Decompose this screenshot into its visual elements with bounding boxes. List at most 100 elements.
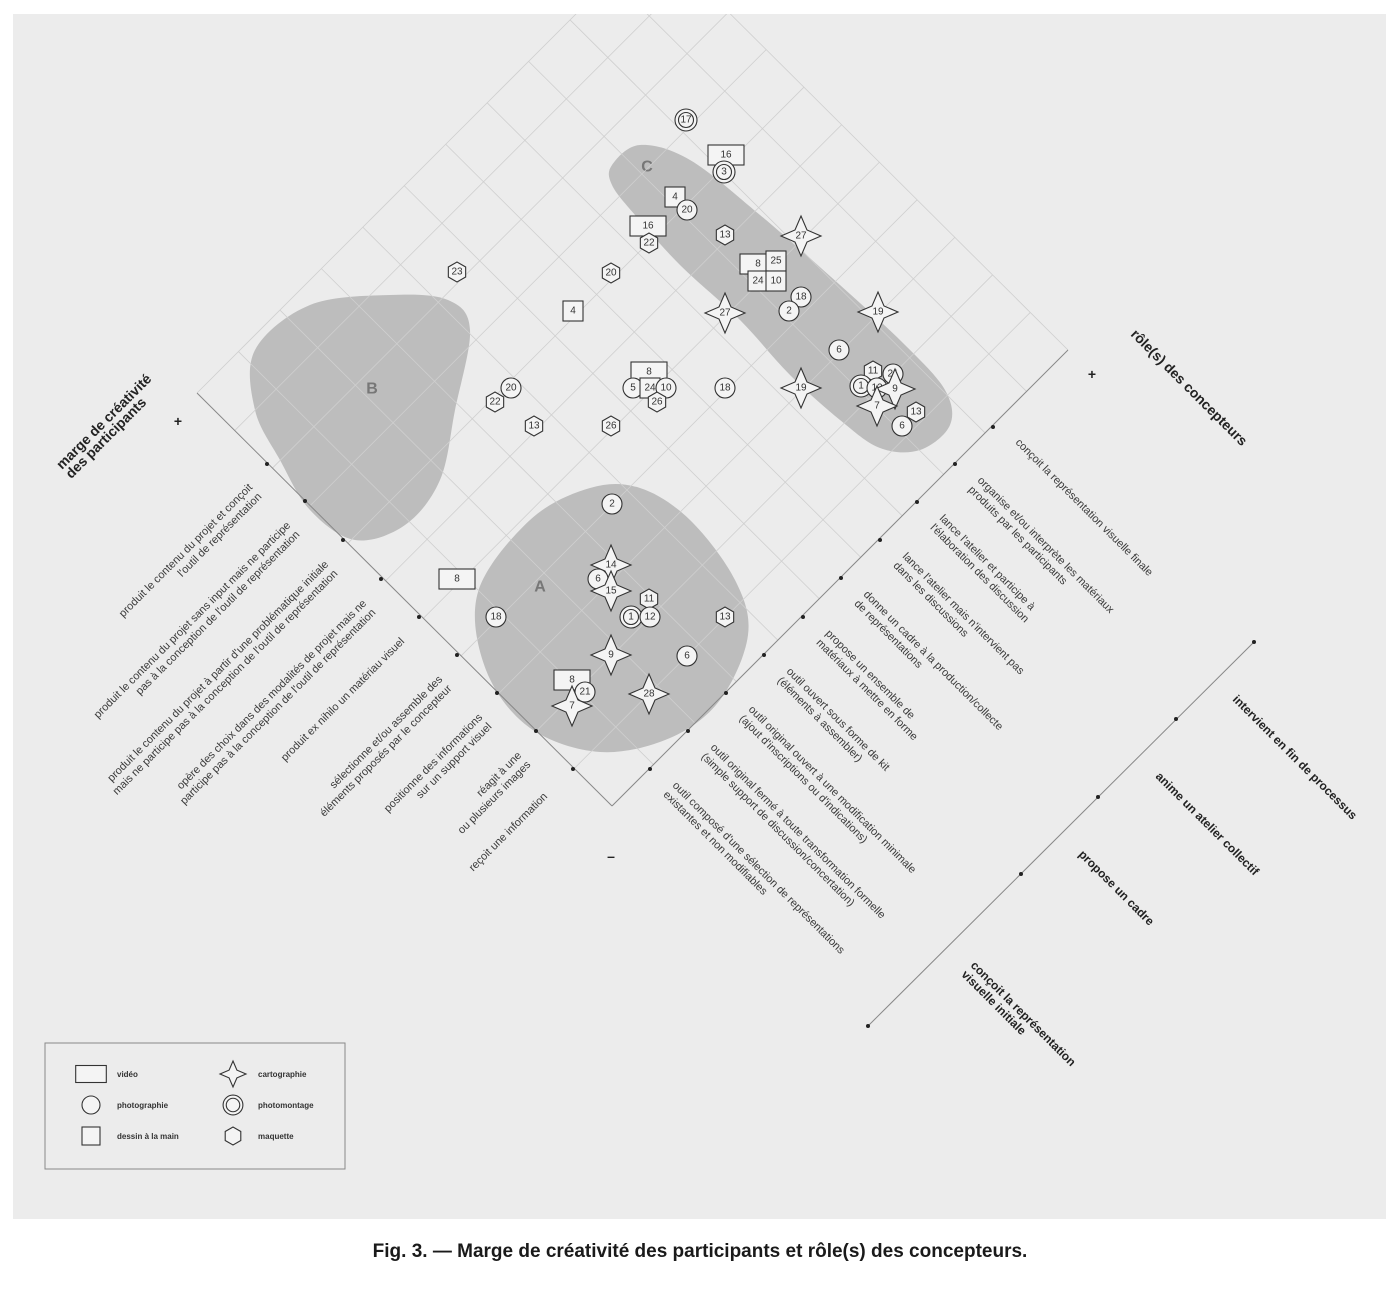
zone-a-label: A xyxy=(534,579,546,596)
map-star-icon xyxy=(856,290,900,334)
marker-cartographie: 7 xyxy=(855,384,899,428)
marker-photographie: 20 xyxy=(500,377,522,399)
marker-maquette: 26 xyxy=(601,415,621,437)
grid-line xyxy=(272,14,728,469)
marker-number: 27 xyxy=(719,308,731,319)
axis-participants xyxy=(196,392,613,807)
marker-number: 13 xyxy=(910,407,922,418)
model-hexagon-icon xyxy=(647,391,667,413)
marker-number: 3 xyxy=(721,167,727,178)
photomontage-inner-ring xyxy=(622,608,640,626)
marker-cartographie: 15 xyxy=(589,569,633,613)
grid-line xyxy=(234,14,652,431)
marker-video: 8 xyxy=(438,568,476,590)
legend-label: maquette xyxy=(258,1132,294,1141)
model-hexagon-icon xyxy=(601,415,621,437)
marker-cartographie: 28 xyxy=(627,672,671,716)
photomontage-inner-ring xyxy=(715,163,733,181)
map-star-icon xyxy=(855,384,899,428)
participant-level-label: produit le contenu du projet et conçoitl… xyxy=(117,482,264,629)
grid-line xyxy=(729,14,1069,351)
legend-photographie-symbol xyxy=(81,1095,101,1115)
axis-title-participants: marge de créativitédes participants xyxy=(53,370,164,481)
model-hexagon-icon xyxy=(447,261,467,283)
grid-line xyxy=(445,143,862,558)
axis-tick xyxy=(455,653,459,657)
marker-number: 16 xyxy=(720,150,732,161)
legend-label: dessin à la main xyxy=(117,1132,179,1141)
axis-tick xyxy=(571,767,575,771)
marker-number: 12 xyxy=(644,612,656,623)
process-stage-label: intervient en fin de processus xyxy=(1230,692,1360,822)
marker-number: 6 xyxy=(595,574,601,585)
model-hexagon-icon xyxy=(715,224,735,246)
grid-line xyxy=(196,14,577,394)
marker-cartographie: 27 xyxy=(779,214,823,258)
legend-cartographie-symbol xyxy=(218,1059,248,1089)
process-stage-label: propose un cadre xyxy=(1076,847,1157,928)
marker-number: 6 xyxy=(684,651,690,662)
marker-photographie: 5 xyxy=(622,377,644,399)
marker-number: 7 xyxy=(874,401,880,412)
video-icon xyxy=(438,568,476,590)
marker-cartographie: 7 xyxy=(550,684,594,728)
photo-icon xyxy=(500,377,522,399)
marker-photographie: 2 xyxy=(778,300,800,322)
marker-cartographie: 19 xyxy=(856,290,900,334)
marker-maquette: 22 xyxy=(485,391,505,413)
axis-tick xyxy=(417,615,421,619)
grid-line xyxy=(460,199,918,657)
marker-video: 8 xyxy=(630,361,668,383)
legend-box xyxy=(44,1042,346,1170)
marker-number: 5 xyxy=(630,383,636,394)
process-stage-label-line: intervient en fin de processus xyxy=(1230,692,1360,822)
axis-tick xyxy=(648,767,652,771)
model-hexagon-icon xyxy=(485,391,505,413)
marker-cartographie: 19 xyxy=(779,366,823,410)
marker-number: 26 xyxy=(605,421,617,432)
marker-number: 8 xyxy=(755,259,761,270)
marker-photographie: 18 xyxy=(485,606,507,628)
map-star-icon xyxy=(703,291,747,335)
marker-number: 26 xyxy=(651,397,663,408)
photomontage-inner-ring xyxy=(677,111,695,129)
photo-icon xyxy=(639,606,661,628)
marker-number: 11 xyxy=(644,594,655,605)
marker-dessin: 4 xyxy=(562,300,584,322)
creativity-diagram: ABC produit le contenu du projet et conç… xyxy=(44,14,1360,1170)
hand-drawing-icon xyxy=(562,300,584,322)
participant-level-label: sélectionne et/ou assemble deséléments p… xyxy=(309,673,455,819)
marker-photographie: 20 xyxy=(676,199,698,221)
marker-photographie: 6 xyxy=(828,339,850,361)
marker-dessin: 24 xyxy=(747,270,769,292)
grid-line xyxy=(403,185,820,600)
marker-dessin: 10 xyxy=(765,270,787,292)
marker-photographie: 6 xyxy=(891,415,913,437)
hand-drawing-icon xyxy=(765,270,787,292)
legend-label: cartographie xyxy=(258,1070,307,1079)
photo-icon xyxy=(676,199,698,221)
axis-processus xyxy=(867,641,1255,1027)
plus-sign-participants: + xyxy=(174,413,182,429)
grid-line xyxy=(385,124,842,582)
map-star-icon xyxy=(589,569,633,613)
axis-tick xyxy=(379,577,383,581)
marker-number: 20 xyxy=(605,268,617,279)
process-stage-label: anime un atelier collectif xyxy=(1153,769,1263,879)
photo-icon xyxy=(790,286,812,308)
marker-number: 22 xyxy=(643,238,655,249)
axis-tick xyxy=(1252,640,1256,644)
designer-role-label: lance l'atelier mais n'intervient pasdan… xyxy=(891,551,1027,687)
marker-number: 17 xyxy=(680,115,692,126)
grid-line xyxy=(569,19,986,434)
axis-tick xyxy=(303,499,307,503)
marker-number: 9 xyxy=(608,650,614,661)
marker-photomontage: 3 xyxy=(712,160,736,184)
legend-label: photographie xyxy=(117,1101,169,1110)
marker-number: 10 xyxy=(660,383,672,394)
legend-photomontage-symbol xyxy=(222,1094,244,1116)
axis-tick xyxy=(953,462,957,466)
legend-video-symbol xyxy=(75,1064,107,1084)
axis-title-concepteurs-line: rôle(s) des concepteurs xyxy=(1128,326,1251,449)
marker-number: 2 xyxy=(786,306,792,317)
